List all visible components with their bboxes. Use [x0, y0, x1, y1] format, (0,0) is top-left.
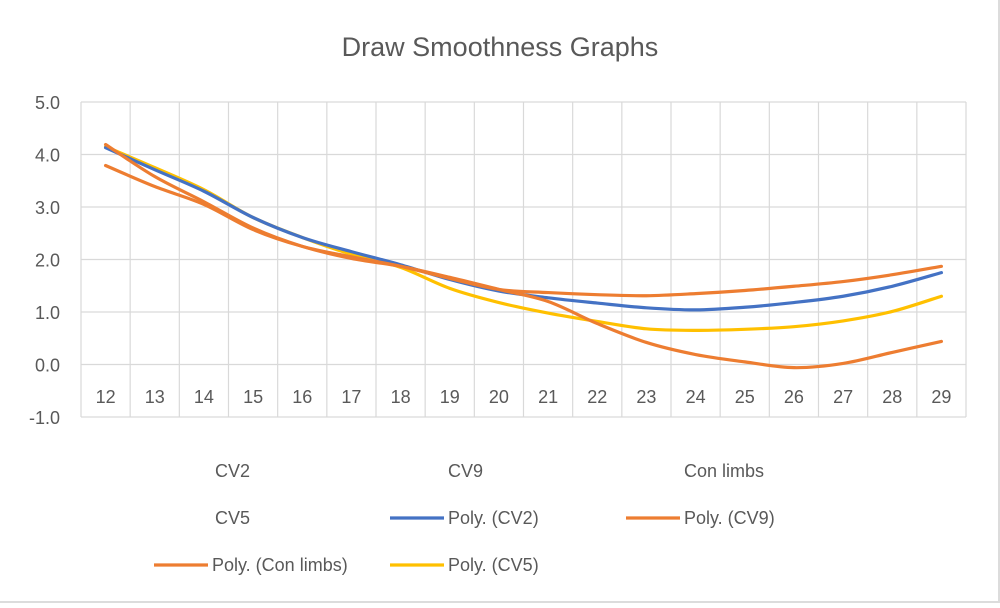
x-tick-label: 17 — [341, 387, 361, 407]
legend-label: Con limbs — [684, 461, 764, 481]
legend-label: CV5 — [215, 508, 250, 528]
legend-label: Poly. (Con limbs) — [212, 555, 348, 575]
legend-label: Poly. (CV2) — [448, 508, 539, 528]
x-tick-label: 13 — [145, 387, 165, 407]
x-tick-label: 14 — [194, 387, 214, 407]
x-tick-label: 24 — [686, 387, 706, 407]
y-axis-tick-labels: 5.0 4.0 3.0 2.0 1.0 0.0 -1.0 — [29, 93, 60, 428]
x-tick-label: 27 — [833, 387, 853, 407]
y-tick-label: -1.0 — [29, 408, 60, 428]
y-tick-label: 0.0 — [35, 356, 60, 376]
y-tick-label: 4.0 — [35, 146, 60, 166]
x-tick-label: 15 — [243, 387, 263, 407]
x-tick-label: 25 — [735, 387, 755, 407]
y-tick-label: 1.0 — [35, 303, 60, 323]
legend: CV2 CV9 Con limbs CV5 Poly. (CV2) Poly. (CV9)… — [154, 461, 775, 575]
legend-item-poly-con-limbs: Poly. (Con limbs) — [154, 555, 348, 575]
x-tick-label: 28 — [882, 387, 902, 407]
legend-item-poly-cv9: Poly. (CV9) — [626, 508, 775, 528]
y-tick-label: 2.0 — [35, 251, 60, 271]
x-tick-label: 12 — [96, 387, 116, 407]
legend-item-poly-cv2: Poly. (CV2) — [390, 508, 539, 528]
legend-item-cv9: CV9 — [448, 461, 483, 481]
chart-title: Draw Smoothness Graphs — [342, 32, 659, 62]
x-axis-tick-labels: 12 13 14 15 16 17 18 19 20 21 22 23 24 25 26 27 28 29 — [96, 387, 952, 407]
gridlines — [80, 101, 967, 418]
legend-label: CV9 — [448, 461, 483, 481]
legend-label: Poly. (CV5) — [448, 555, 539, 575]
legend-item-con-limbs: Con limbs — [684, 461, 764, 481]
x-tick-label: 18 — [391, 387, 411, 407]
x-tick-label: 19 — [440, 387, 460, 407]
x-tick-label: 26 — [784, 387, 804, 407]
x-tick-label: 22 — [587, 387, 607, 407]
y-tick-label: 3.0 — [35, 198, 60, 218]
x-tick-label: 16 — [292, 387, 312, 407]
legend-item-cv5: CV5 — [215, 508, 250, 528]
legend-label: Poly. (CV9) — [684, 508, 775, 528]
x-tick-label: 20 — [489, 387, 509, 407]
series-lines — [103, 142, 944, 370]
series-line-poly-con-limbs — [103, 142, 944, 370]
x-tick-label: 23 — [636, 387, 656, 407]
legend-item-cv2: CV2 — [215, 461, 250, 481]
legend-item-poly-cv5: Poly. (CV5) — [390, 555, 539, 575]
y-tick-label: 5.0 — [35, 93, 60, 113]
x-tick-label: 29 — [931, 387, 951, 407]
legend-label: CV2 — [215, 461, 250, 481]
x-tick-label: 21 — [538, 387, 558, 407]
